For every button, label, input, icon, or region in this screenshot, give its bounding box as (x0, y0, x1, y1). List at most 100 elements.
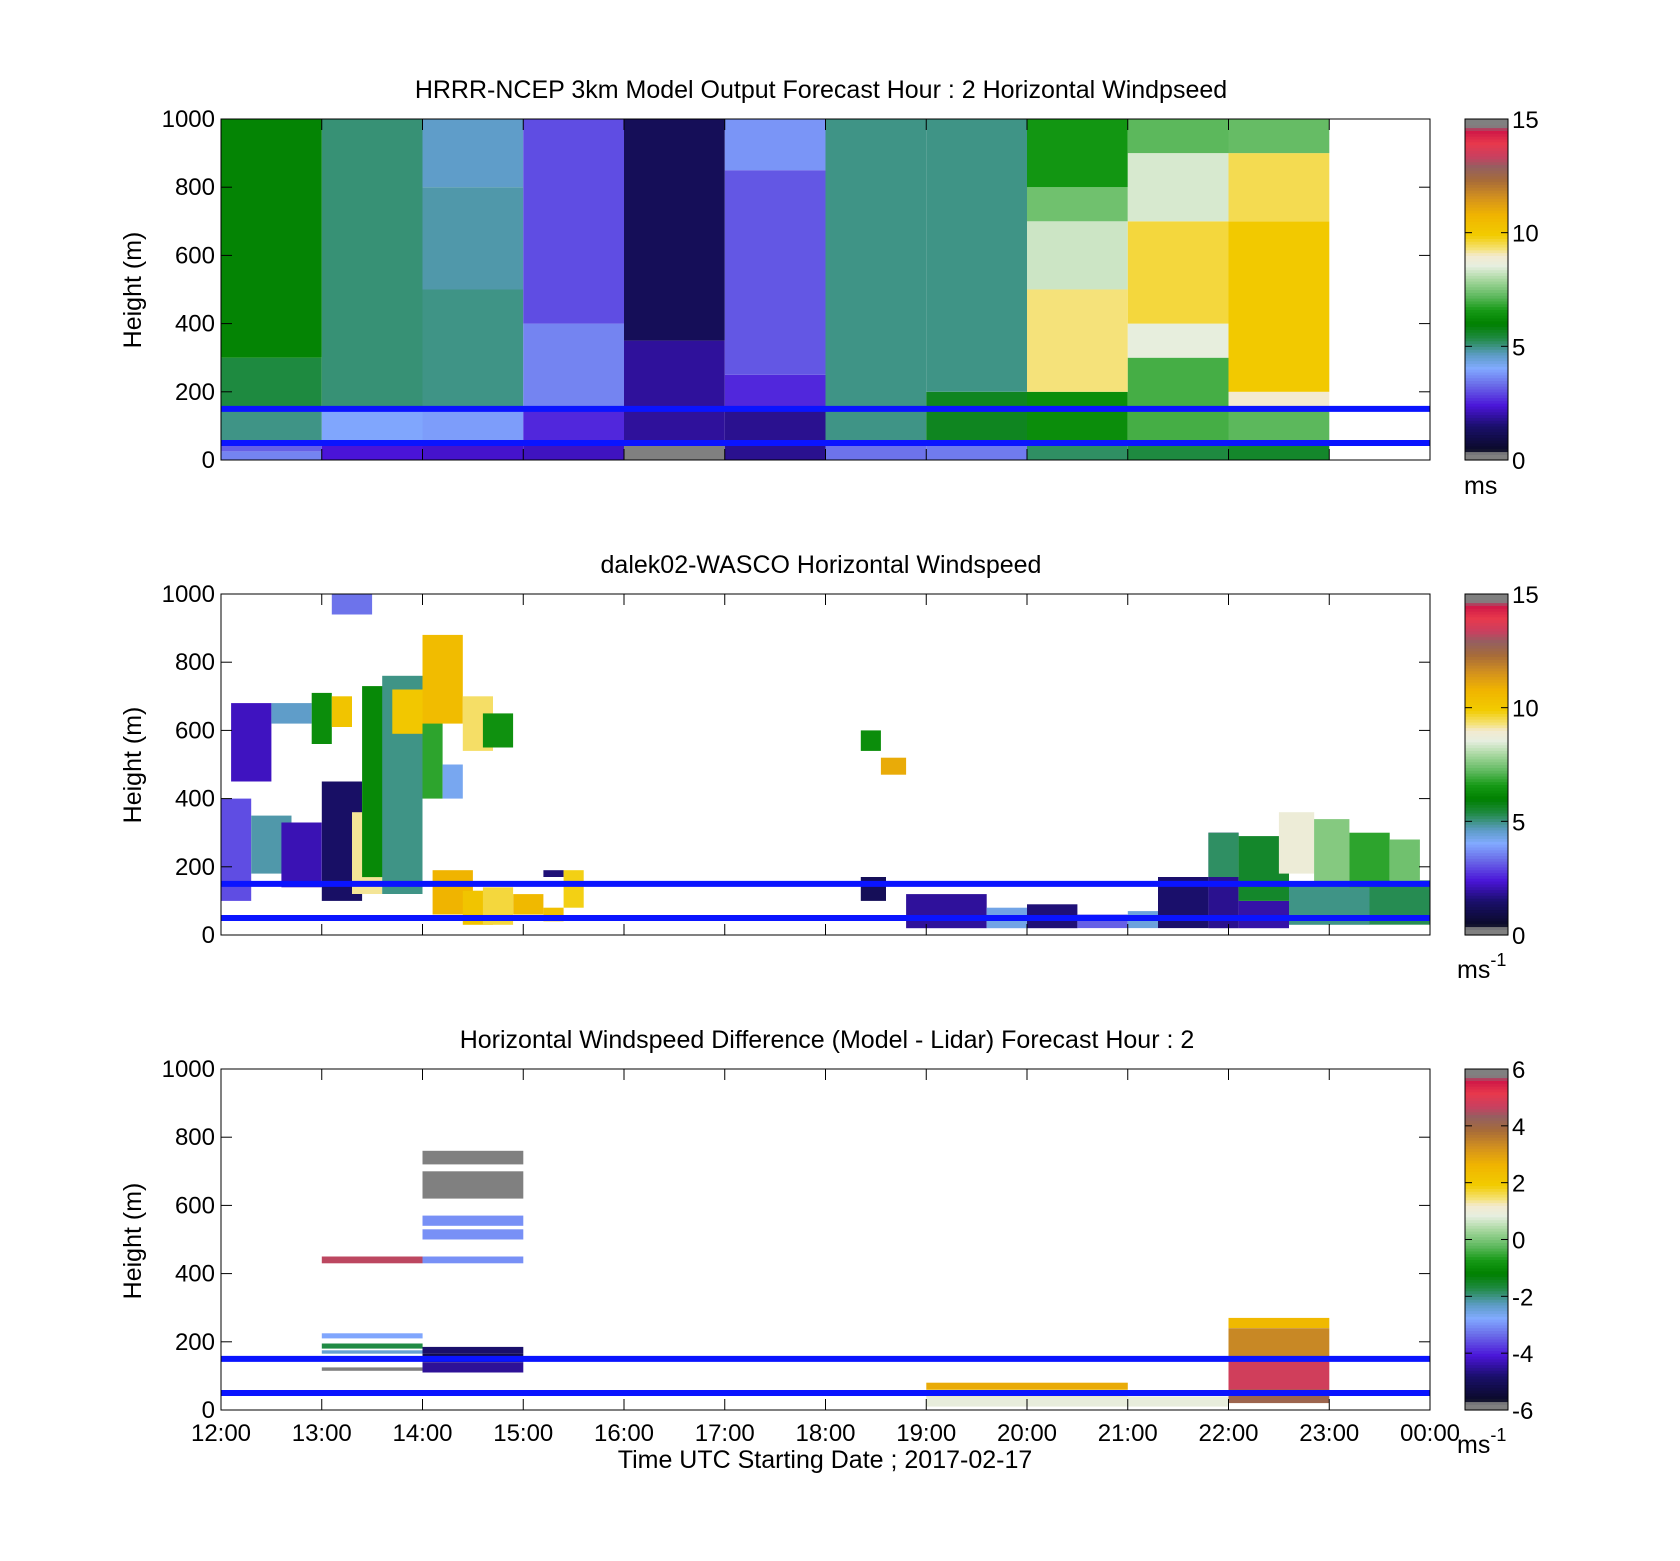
x-tick-label: 21:00 (1098, 1420, 1158, 1447)
colorbar-segment (1465, 1228, 1508, 1232)
heatmap-cell (523, 408, 625, 443)
colorbar-segment (1465, 127, 1508, 131)
colorbar-segment (1465, 1105, 1508, 1110)
colorbar-segment (1465, 932, 1508, 936)
colorbar-segment (1465, 306, 1508, 310)
colorbar-segment (1465, 283, 1508, 288)
heatmap-cell (422, 1256, 524, 1264)
colorbar-segment (1465, 400, 1508, 404)
colorbar-segment (1465, 1248, 1508, 1252)
heatmap-cell (331, 696, 352, 727)
colorbar-segment (1465, 1176, 1508, 1181)
heatmap-cell (1228, 408, 1330, 443)
colorbar-segment (1465, 747, 1508, 751)
colorbar-segment (1465, 844, 1508, 848)
colorbar-segment (1465, 1319, 1508, 1323)
colorbar-segment (1465, 1336, 1508, 1340)
colorbar-segment (1465, 625, 1508, 629)
colorbar-segment (1465, 238, 1508, 242)
y-tick-label: 1000 (162, 106, 215, 133)
colorbar-segment (1465, 1256, 1508, 1260)
colorbar-segment (1465, 1392, 1508, 1397)
heatmap-cell (1027, 289, 1128, 392)
colorbar-segment (1465, 1165, 1508, 1170)
heatmap-cell (321, 1333, 423, 1339)
colorbar-segment (1465, 1122, 1508, 1127)
colorbar-segment (1465, 175, 1508, 180)
colorbar-tick-label: 6 (1512, 1057, 1525, 1084)
y-tick-label: 0 (202, 922, 215, 949)
colorbar-segment (1465, 451, 1508, 455)
colorbar-segment (1465, 352, 1508, 356)
colorbar-segment (1465, 761, 1508, 766)
heatmap-cell (543, 870, 564, 877)
colorbar-segment (1465, 326, 1508, 330)
heatmap-cell (860, 730, 881, 751)
colorbar-segment (1465, 1117, 1508, 1121)
colorbar-segment (1465, 192, 1508, 197)
colorbar-segment (1465, 733, 1508, 737)
colorbar-segment (1465, 1245, 1508, 1249)
y-tick-label: 400 (175, 786, 215, 813)
colorbar-segment (1465, 172, 1508, 177)
colorbar-segment (1465, 1199, 1508, 1204)
colorbar-segment (1465, 1375, 1508, 1380)
colorbar-tick-label: 0 (1512, 923, 1525, 950)
colorbar-segment (1465, 636, 1508, 641)
colorbar-segment (1465, 184, 1508, 188)
colorbar-segment (1465, 1316, 1508, 1320)
colorbar-segment (1465, 809, 1508, 814)
y-tick-label: 800 (175, 174, 215, 201)
colorbar-segment (1465, 1395, 1508, 1400)
colorbar-segment (1465, 147, 1508, 151)
colorbar-segment (1465, 221, 1508, 225)
colorbar-segment (1465, 1114, 1508, 1118)
colorbar-tick-label: 15 (1512, 582, 1539, 609)
heatmap-cells (321, 1150, 1330, 1407)
colorbar-segment (1465, 676, 1508, 680)
colorbar-segment (1465, 1353, 1508, 1357)
y-axis-label: Height (m) (119, 232, 147, 349)
colorbar-segment (1465, 863, 1508, 868)
colorbar-segment (1465, 1159, 1508, 1164)
heatmap-cell (825, 442, 927, 460)
colorbar-segment (1465, 1134, 1508, 1138)
colorbar-segment (1465, 645, 1508, 649)
colorbar-segment (1465, 611, 1508, 615)
colorbar-segment (1465, 1350, 1508, 1354)
heatmap-cell (1228, 1358, 1330, 1390)
colorbar-segment (1465, 357, 1508, 362)
colorbar-segment (1465, 437, 1508, 441)
colorbar-segment (1465, 1074, 1508, 1079)
y-tick-label: 200 (175, 854, 215, 881)
colorbar-segment (1465, 699, 1508, 703)
colorbar-segment (1465, 639, 1508, 643)
heatmap-cells (221, 594, 1430, 929)
colorbar-segment (1465, 1083, 1508, 1087)
colorbar-segment (1465, 255, 1508, 259)
colorbar-segment (1465, 1378, 1508, 1383)
colorbar-segment (1465, 406, 1508, 410)
heatmap-cell (1127, 323, 1229, 358)
colorbar-segment (1465, 1290, 1508, 1295)
y-tick-label: 0 (202, 1397, 215, 1424)
colorbar-segment (1465, 613, 1508, 618)
colorbar-segment (1465, 448, 1508, 453)
colorbar-segment (1465, 130, 1508, 134)
colorbar-segment (1465, 397, 1508, 401)
y-tick-label: 1000 (162, 1056, 215, 1083)
colorbar-segment (1465, 369, 1508, 373)
colorbar-segment (1465, 167, 1508, 171)
colorbar-segment (1465, 300, 1508, 305)
heatmap-cell (523, 323, 625, 409)
colorbar-segment (1465, 1111, 1508, 1116)
colorbar-tick-label: 10 (1512, 221, 1539, 248)
colorbar-segment (1465, 1174, 1508, 1178)
x-tick-label: 19:00 (896, 1420, 956, 1447)
heatmap-cell (523, 442, 625, 460)
colorbar-segment (1465, 209, 1508, 214)
reference-lines (221, 405, 1430, 446)
colorbar-segment (1465, 1100, 1508, 1104)
heatmap-cell (724, 170, 826, 375)
colorbar-segment (1465, 642, 1508, 646)
